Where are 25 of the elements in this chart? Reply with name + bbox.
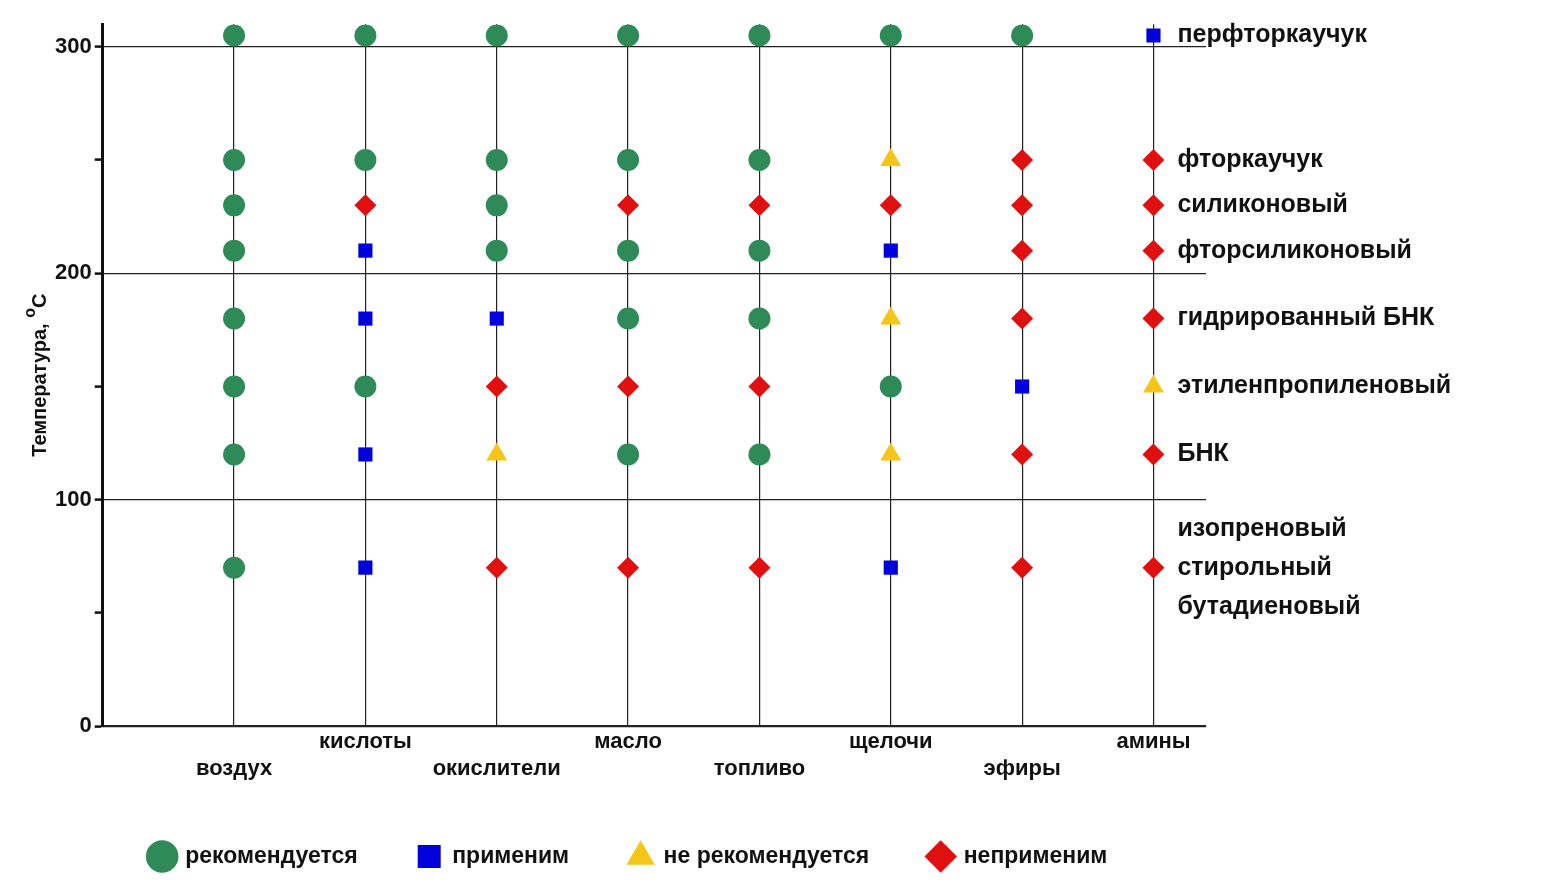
x-tick-label: окислители <box>432 754 561 780</box>
x-tick-label: амины <box>1116 728 1191 754</box>
annotation: фторкаучук <box>1177 143 1324 172</box>
annotation: изопреновый стирольный бутадиеновый <box>1177 512 1361 619</box>
annotation: силиконовый <box>1177 189 1348 218</box>
legend-label: не рекомендуется <box>663 841 870 868</box>
y-tick-label: 100 <box>54 485 92 511</box>
annotation: этиленпропиленовый <box>1177 370 1452 399</box>
x-tick-label: кислоты <box>318 728 412 754</box>
annotation: перфторкаучук <box>1177 19 1368 48</box>
y-tick-label: 0 <box>79 712 92 738</box>
y-tick-label: 300 <box>54 32 92 58</box>
annotation: гидрированный БНК <box>1177 302 1436 331</box>
x-tick-label: топливо <box>713 754 806 780</box>
x-tick-label: щелочи <box>848 728 933 754</box>
y-tick-label: 200 <box>54 259 92 285</box>
annotation: фторсиликоновый <box>1177 234 1412 263</box>
x-tick-label: масло <box>594 728 662 754</box>
legend-label: неприменим <box>963 841 1108 868</box>
legend-label: применим <box>452 841 570 868</box>
legend-label: рекомендуется <box>185 841 358 868</box>
x-tick-label: воздух <box>195 754 273 780</box>
x-tick-label: эфиры <box>983 754 1061 780</box>
annotation: БНК <box>1177 438 1230 467</box>
y-axis-title: Температура, oC <box>21 293 50 457</box>
